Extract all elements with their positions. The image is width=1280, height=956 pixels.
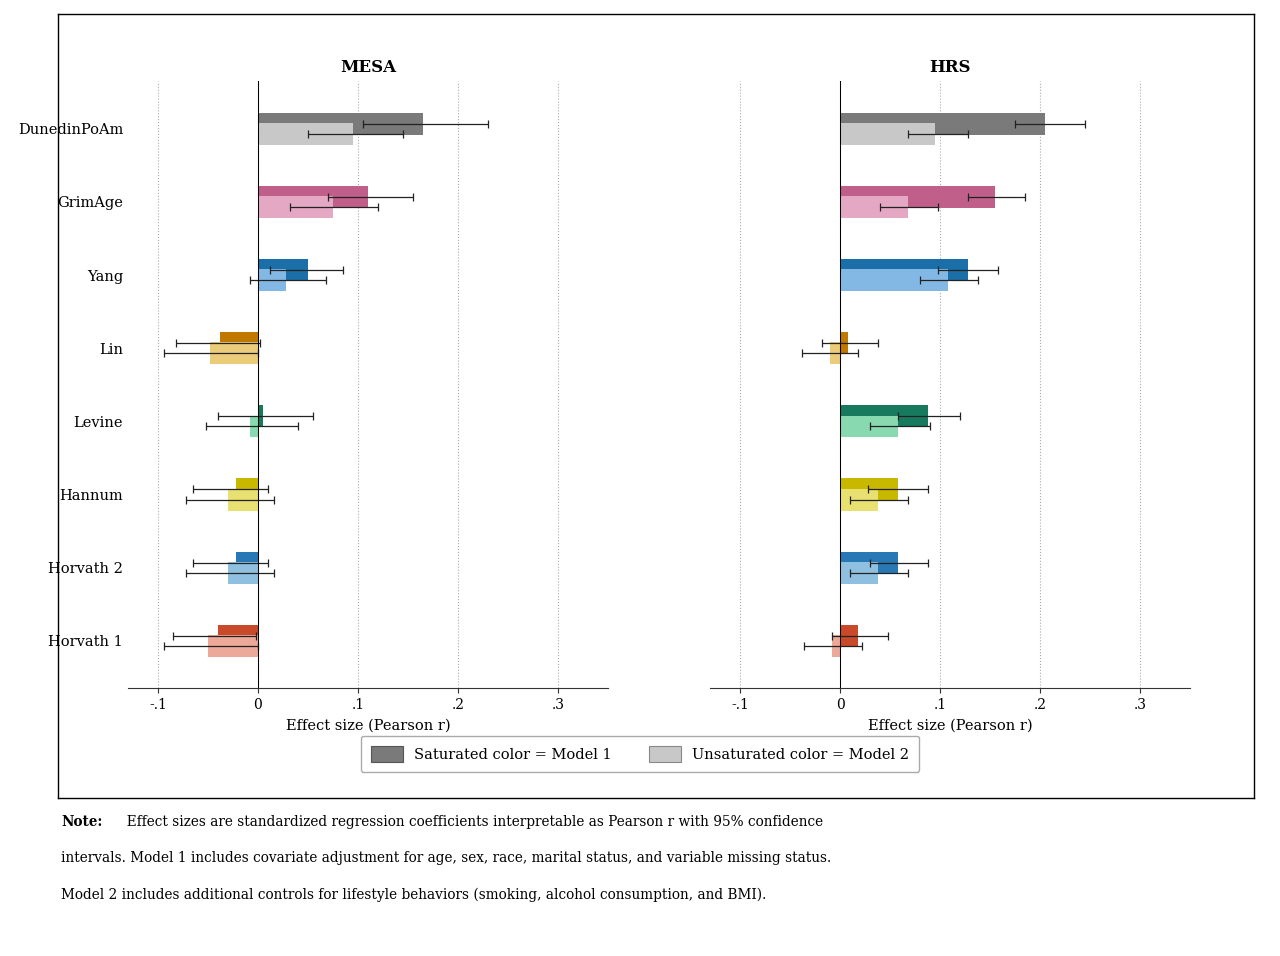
Text: Effect sizes are standardized regression coefficients interpretable as Pearson r: Effect sizes are standardized regression…: [118, 815, 823, 829]
Bar: [841, 478, 899, 500]
Bar: [259, 185, 369, 207]
X-axis label: Effect size (Pearson r): Effect size (Pearson r): [285, 719, 451, 733]
Bar: [220, 332, 259, 354]
Bar: [841, 405, 928, 427]
Bar: [210, 342, 259, 364]
Bar: [228, 489, 259, 511]
Legend: Saturated color = Model 1, Unsaturated color = Model 2: Saturated color = Model 1, Unsaturated c…: [361, 735, 919, 771]
Bar: [259, 270, 285, 292]
Bar: [832, 635, 841, 657]
Bar: [228, 562, 259, 584]
Bar: [841, 196, 909, 218]
Text: Note:: Note:: [61, 815, 102, 829]
Bar: [841, 123, 936, 145]
Bar: [841, 113, 1046, 135]
Bar: [259, 405, 262, 427]
Bar: [831, 342, 841, 364]
Bar: [236, 478, 259, 500]
Bar: [841, 270, 948, 292]
Text: Model 2 includes additional controls for lifestyle behaviors (smoking, alcohol c: Model 2 includes additional controls for…: [61, 887, 767, 902]
Title: HRS: HRS: [929, 58, 972, 76]
Bar: [841, 489, 878, 511]
Bar: [207, 635, 259, 657]
Bar: [236, 552, 259, 574]
Bar: [841, 259, 969, 281]
Title: MESA: MESA: [340, 58, 396, 76]
Bar: [841, 552, 899, 574]
Bar: [250, 416, 259, 438]
Bar: [259, 123, 353, 145]
Bar: [841, 185, 996, 207]
Bar: [218, 624, 259, 646]
Bar: [841, 416, 899, 438]
Text: intervals. Model 1 includes covariate adjustment for age, sex, race, marital sta: intervals. Model 1 includes covariate ad…: [61, 851, 832, 865]
Bar: [841, 624, 859, 646]
Bar: [259, 259, 308, 281]
Bar: [841, 562, 878, 584]
Bar: [259, 196, 333, 218]
X-axis label: Effect size (Pearson r): Effect size (Pearson r): [868, 719, 1033, 733]
Bar: [259, 113, 422, 135]
Bar: [841, 332, 849, 354]
